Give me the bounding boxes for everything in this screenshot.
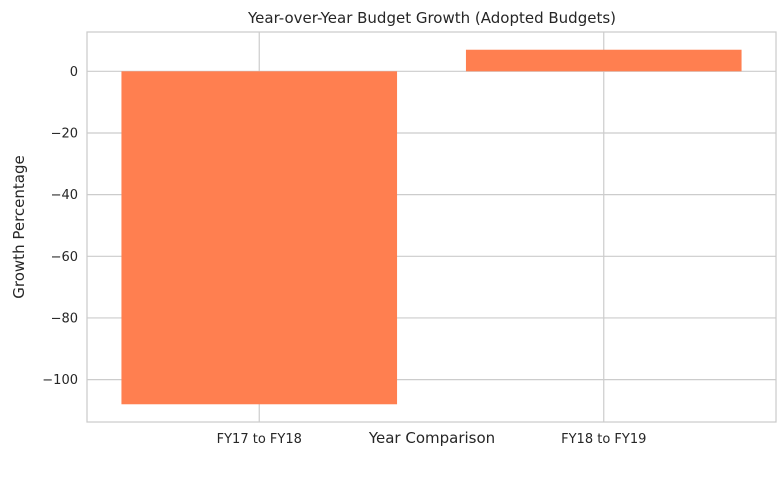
y-tick-label: −80 bbox=[51, 311, 78, 326]
y-axis-label: Growth Percentage bbox=[10, 155, 28, 298]
plot-frame bbox=[86, 31, 777, 423]
y-tick-label: −60 bbox=[51, 250, 78, 265]
chart-title: Year-over-Year Budget Growth (Adopted Bu… bbox=[247, 9, 616, 27]
x-tick-label: FY18 to FY19 bbox=[561, 432, 646, 447]
bar bbox=[465, 49, 742, 72]
y-tick-label: −40 bbox=[51, 188, 78, 203]
bar bbox=[121, 71, 398, 405]
y-tick-label: 0 bbox=[70, 65, 78, 80]
bars bbox=[121, 49, 742, 405]
x-axis-label: Year Comparison bbox=[368, 429, 495, 447]
tick-labels: 0 −20 −40 −60 −80 −100 FY17 to FY18 FY18 to FY1… bbox=[42, 65, 646, 447]
x-tick-label: FY17 to FY18 bbox=[217, 432, 302, 447]
y-tick-label: −100 bbox=[42, 373, 78, 388]
y-tick-label: −20 bbox=[51, 126, 78, 141]
